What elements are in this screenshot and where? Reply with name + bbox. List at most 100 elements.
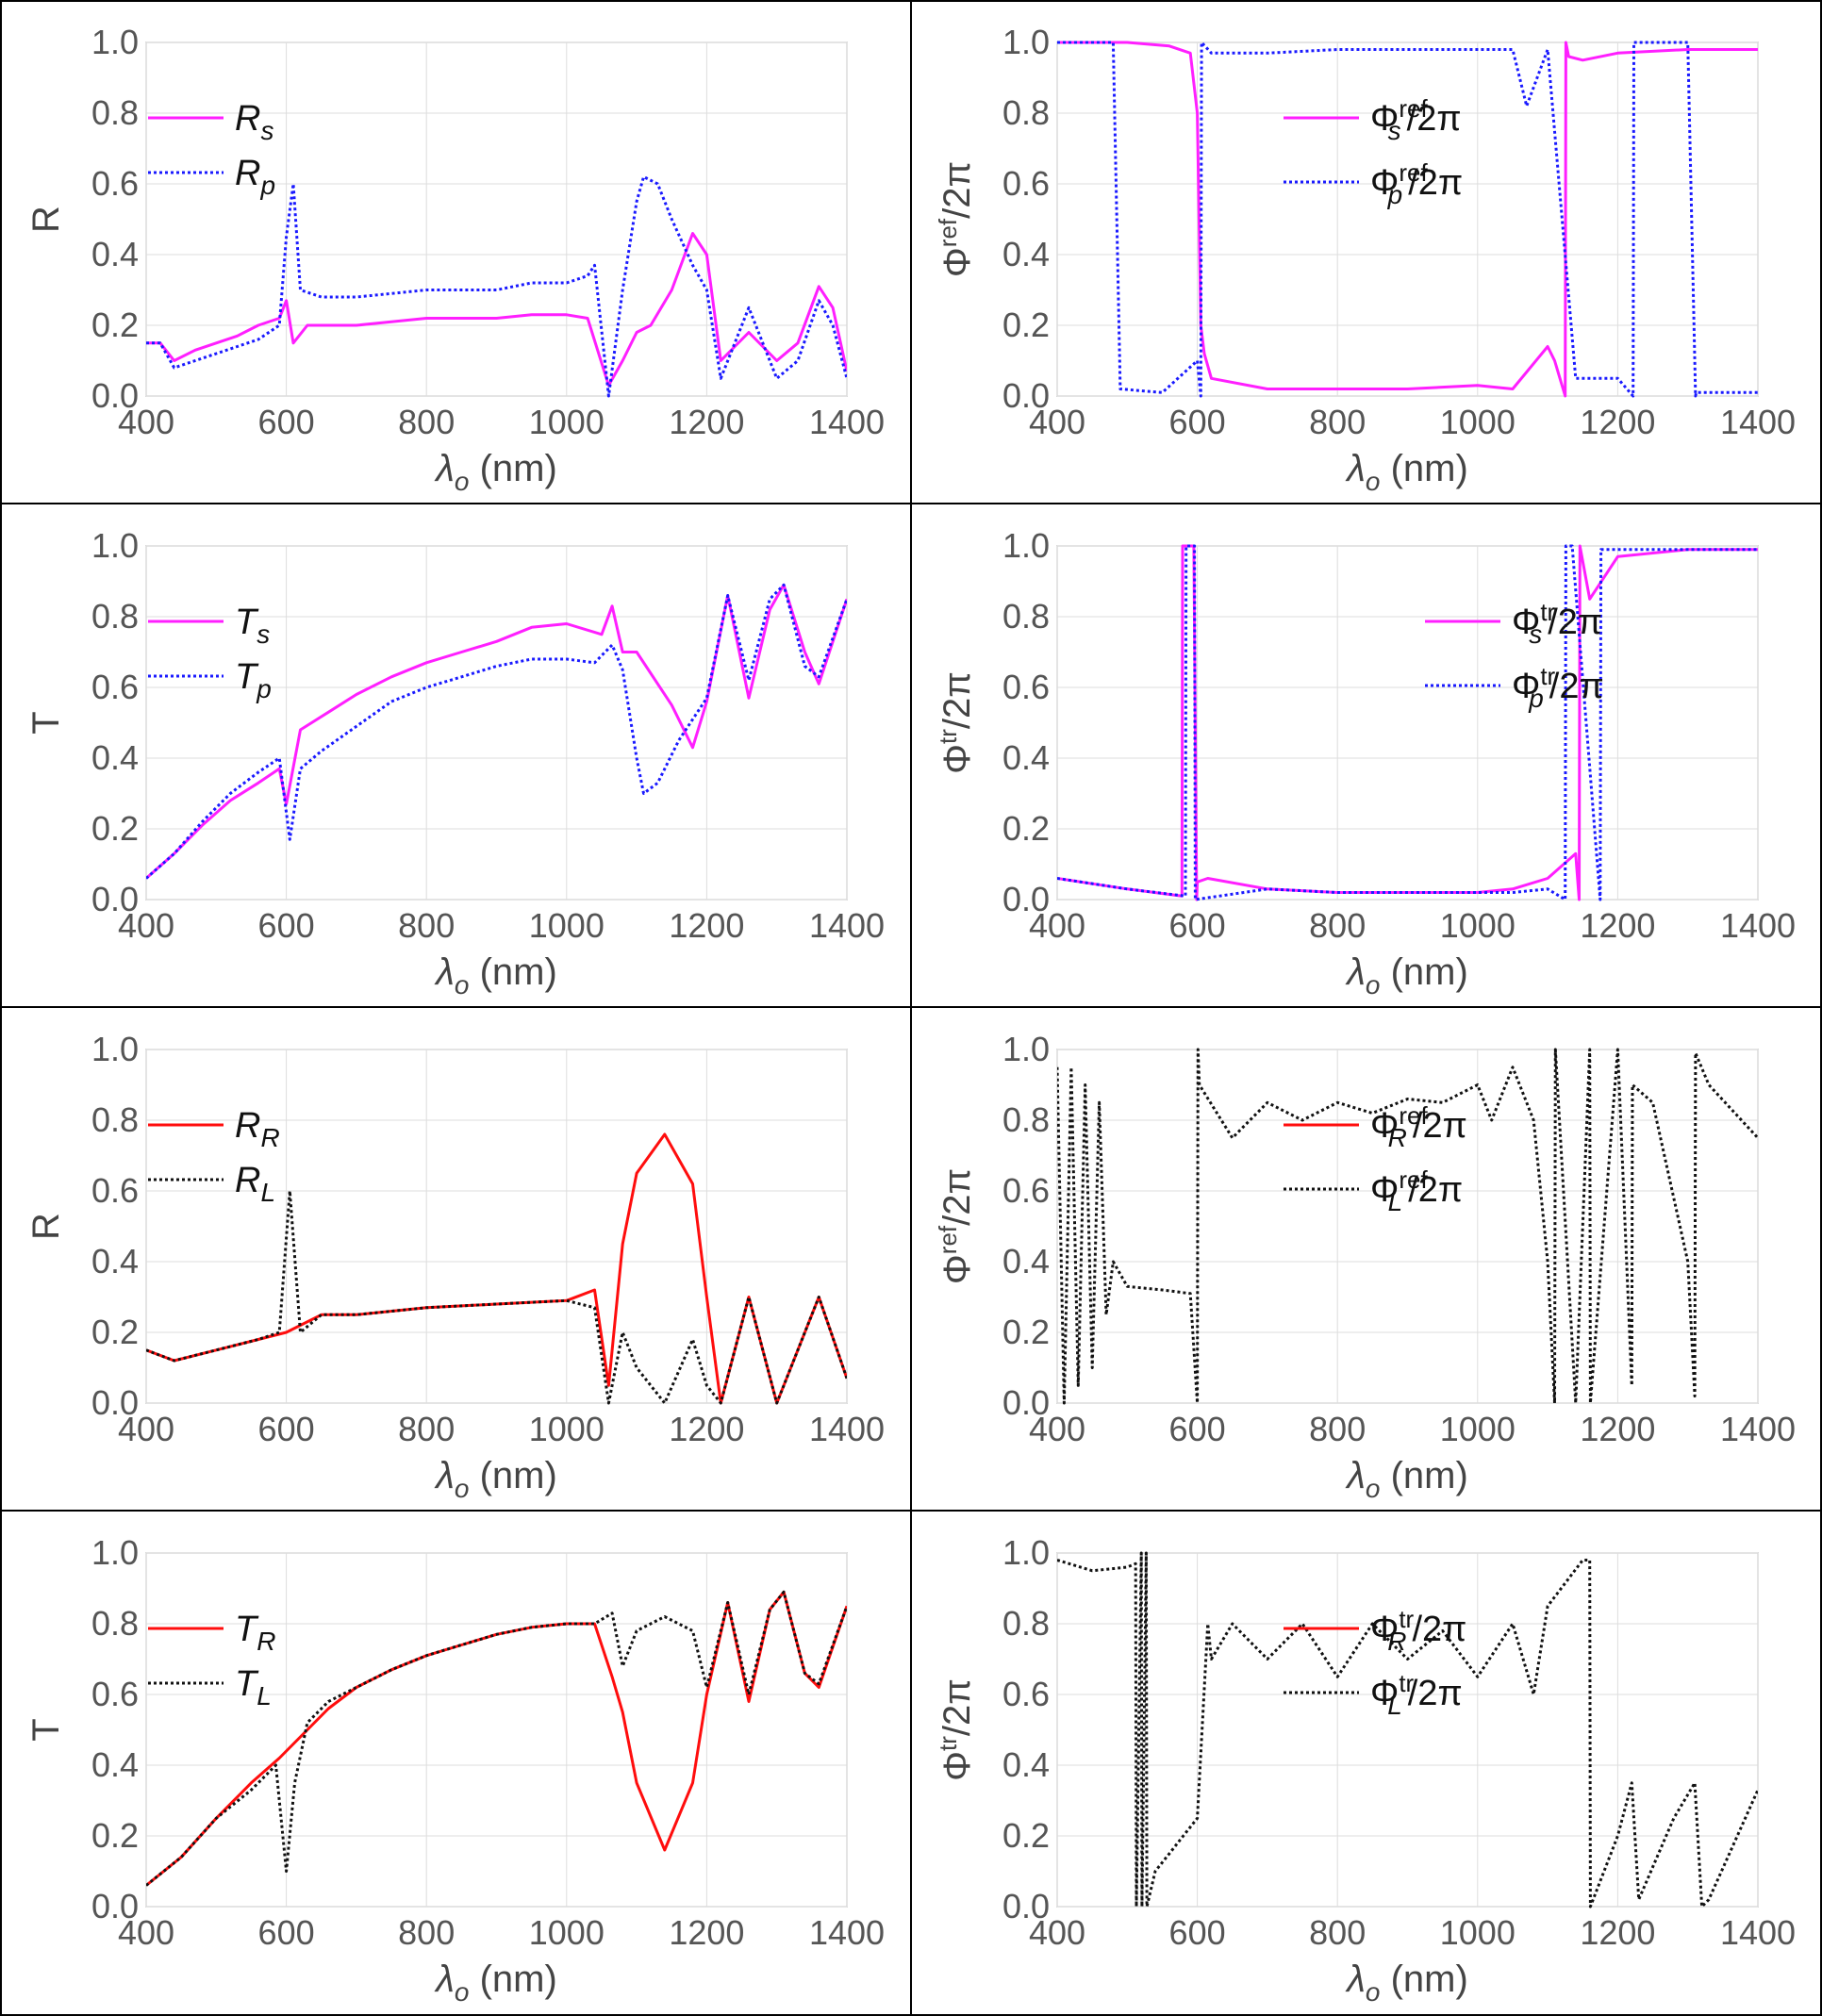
y-tick-label: 0.4 (91, 1242, 139, 1281)
series-line-R_p (146, 175, 847, 398)
x-tick-label: 1000 (1440, 1913, 1516, 1952)
x-tick-label: 800 (398, 403, 455, 441)
x-tick-label: 1200 (669, 403, 744, 441)
y-tick-label: 0.2 (91, 1816, 139, 1855)
x-tick-label: 1200 (1580, 1913, 1655, 1952)
y-tick-label: 0.4 (1002, 738, 1050, 777)
y-tick-label: 0.8 (91, 1604, 139, 1643)
y-tick-label: 0.6 (1002, 1171, 1050, 1210)
legend: Rs Rp (148, 99, 275, 200)
x-tick-label: 800 (1309, 906, 1366, 945)
plot-frame (145, 545, 848, 901)
legend-label: Φtr s/2π (1512, 598, 1602, 649)
y-tick-label: 0.6 (91, 1171, 139, 1210)
x-tick-label: 1200 (669, 1410, 744, 1448)
x-tick-label: 400 (1029, 1410, 1085, 1448)
legend-label: Φref L/2π (1370, 1165, 1463, 1216)
legend: Ts Tp (148, 603, 272, 703)
panel-phi-tr-sp: 400 600 800 1000 1200 1400 0.0 0.2 0.4 0.6 0.8 1.0 λ… (934, 526, 1796, 1000)
x-tick-label: 600 (258, 403, 315, 441)
x-axis-label: λo (nm) (1345, 951, 1468, 1000)
legend-label: Tp (235, 657, 272, 703)
y-tick-label: 0.0 (91, 880, 139, 918)
y-tick-label: 1.0 (91, 23, 139, 61)
legend-label: TL (235, 1664, 272, 1710)
x-tick-label: 600 (1169, 1410, 1226, 1448)
y-axis-label: T (25, 1718, 67, 1741)
legend-label: Φref p/2π (1370, 158, 1463, 209)
x-tick-label: 800 (1309, 403, 1366, 441)
x-tick-label: 400 (118, 1913, 174, 1952)
series-line-Φ_L^ref/2π (1057, 1048, 1758, 1405)
panel-phi-tr-rl: 400 600 800 1000 1200 1400 0.0 0.2 0.4 0.6 0.8 1.0 λ… (934, 1533, 1796, 2007)
plot-frame (1056, 545, 1759, 901)
legend: Φtr R/2π Φtr L/2π (1284, 1605, 1466, 1720)
legend: TR TL (148, 1610, 275, 1710)
y-tick-label: 0.0 (1002, 376, 1050, 415)
y-axis-label: R (25, 206, 67, 233)
x-axis-label: λo (nm) (434, 1958, 557, 2007)
plot-frame (145, 41, 848, 397)
y-tick-label: 0.2 (91, 306, 139, 344)
legend: Φref R/2π Φref L/2π (1284, 1101, 1467, 1216)
y-tick-label: 0.2 (1002, 1816, 1050, 1855)
x-tick-label: 1000 (529, 1410, 605, 1448)
y-tick-label: 0.2 (1002, 306, 1050, 344)
y-tick-label: 0.6 (1002, 164, 1050, 203)
x-tick-label: 600 (258, 1410, 315, 1448)
legend-label: Φref s/2π (1370, 94, 1462, 145)
series-line-Φ_p^ref/2π (1057, 41, 1758, 398)
plot-frame (1056, 1049, 1759, 1404)
panel-r-rl: 400 600 800 1000 1200 1400 0.0 0.2 0.4 0.6 0.8 1.0 λ… (25, 1030, 885, 1503)
x-tick-label: 800 (1309, 1913, 1366, 1952)
y-tick-label: 0.8 (1002, 93, 1050, 132)
y-tick-label: 0.4 (91, 738, 139, 777)
legend-label: TR (235, 1610, 275, 1656)
y-tick-label: 0.4 (91, 1745, 139, 1784)
y-tick-label: 1.0 (1002, 1030, 1050, 1068)
x-tick-label: 1200 (1580, 403, 1655, 441)
plot-frame (145, 1552, 848, 1908)
y-tick-label: 0.6 (91, 1675, 139, 1713)
legend-label: Φtr R/2π (1370, 1605, 1466, 1656)
y-axis-label: R (25, 1213, 67, 1240)
y-tick-label: 1.0 (91, 1030, 139, 1068)
y-tick-label: 0.6 (91, 164, 139, 203)
y-tick-label: 0.6 (1002, 1675, 1050, 1713)
x-tick-label: 1200 (1580, 906, 1655, 945)
y-tick-label: 1.0 (91, 1533, 139, 1572)
series-line-T_p (146, 583, 847, 880)
x-tick-label: 400 (118, 906, 174, 945)
y-tick-label: 0.0 (1002, 1383, 1050, 1422)
x-tick-label: 1400 (1720, 1913, 1796, 1952)
x-tick-label: 1000 (1440, 906, 1516, 945)
x-tick-label: 400 (1029, 403, 1085, 441)
y-tick-label: 0.4 (91, 235, 139, 273)
y-axis-label: Φref/2π (934, 1168, 978, 1284)
panel-phi-ref-sp: 400 600 800 1000 1200 1400 0.0 0.2 0.4 0.6 0.8 1.0 λ… (934, 23, 1796, 496)
x-tick-label: 1400 (1720, 403, 1796, 441)
x-tick-label: 1200 (1580, 1410, 1655, 1448)
legend-label: Φtr p/2π (1512, 662, 1604, 713)
x-axis-label: λo (nm) (434, 1455, 557, 1503)
x-tick-label: 800 (398, 1913, 455, 1952)
legend-label: Rp (235, 154, 275, 200)
y-tick-label: 0.4 (1002, 1242, 1050, 1281)
y-axis-label-text: Φtr/2π (934, 671, 978, 774)
legend: RR RL (148, 1106, 280, 1207)
y-tick-label: 0.0 (91, 376, 139, 415)
y-tick-label: 0.8 (91, 597, 139, 636)
y-tick-label: 0.6 (91, 668, 139, 706)
y-tick-label: 0.8 (91, 93, 139, 132)
plot-frame (1056, 1552, 1759, 1908)
x-tick-label: 1200 (669, 1913, 744, 1952)
legend-label: RL (235, 1161, 275, 1207)
x-axis-label: λo (nm) (1345, 448, 1468, 496)
panel-t-sp: 400 600 800 1000 1200 1400 0.0 0.2 0.4 0.6 0.8 1.0 λ… (25, 526, 885, 1000)
x-tick-label: 400 (118, 1410, 174, 1448)
y-tick-label: 0.0 (1002, 880, 1050, 918)
y-tick-label: 0.8 (1002, 1100, 1050, 1139)
panel-t-rl: 400 600 800 1000 1200 1400 0.0 0.2 0.4 0.6 0.8 1.0 λ… (25, 1533, 885, 2007)
y-axis-label: Φtr/2π (934, 1678, 978, 1781)
y-tick-label: 1.0 (1002, 526, 1050, 565)
